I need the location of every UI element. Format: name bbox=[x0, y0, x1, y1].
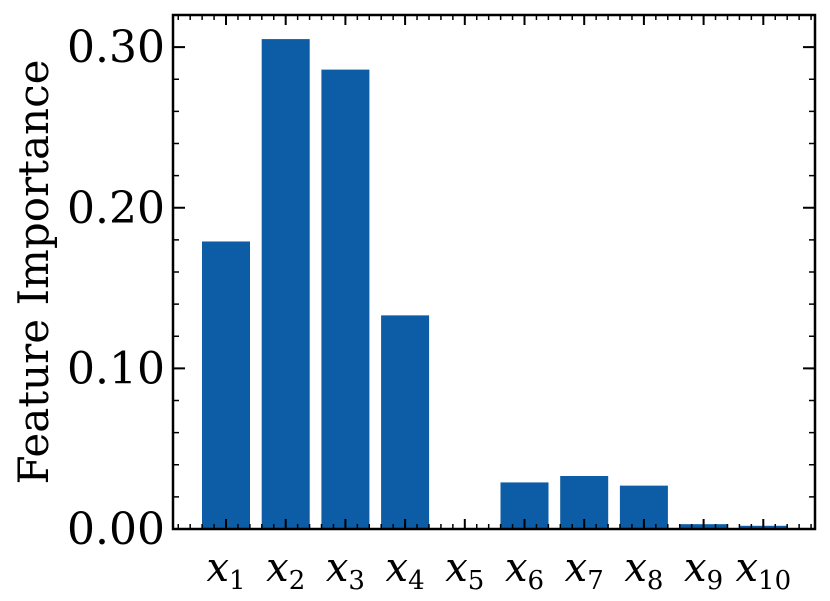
x-tick-label-subscript: 3 bbox=[348, 566, 365, 596]
y-axis-label: Feature Importance bbox=[9, 60, 58, 485]
y-tick-label: 0.30 bbox=[67, 22, 165, 73]
x-tick-label: x5 bbox=[445, 545, 484, 596]
y-ticks: 0.00 0.10 0.20 0.30 bbox=[67, 14, 815, 555]
bar-x2 bbox=[261, 39, 310, 529]
x-tick-label-subscript: 7 bbox=[587, 566, 604, 596]
x-tick-label: x8 bbox=[624, 545, 663, 596]
x-tick-label: x2 bbox=[266, 545, 305, 596]
bar-x1 bbox=[202, 241, 250, 529]
y-tick-label: 0.10 bbox=[67, 343, 165, 394]
x-ticks: x1 x2 x3 x4 x5 x6 x7 x8 x9 x10 bbox=[177, 15, 812, 596]
y-tick-label: 0.20 bbox=[67, 183, 165, 234]
x-tick-label: x10 bbox=[735, 545, 791, 596]
x-tick-label-base: x bbox=[266, 545, 289, 591]
x-tick-label: x7 bbox=[565, 545, 604, 596]
x-tick-label-base: x bbox=[326, 545, 349, 591]
bars bbox=[202, 39, 788, 530]
x-tick-label: x6 bbox=[505, 545, 544, 596]
x-tick-label-base: x bbox=[684, 545, 707, 591]
x-tick-label: x3 bbox=[326, 545, 365, 596]
x-tick-label-subscript: 5 bbox=[468, 566, 485, 596]
x-tick-label-subscript: 10 bbox=[758, 566, 791, 596]
x-tick-label-subscript: 4 bbox=[408, 566, 425, 596]
x-tick-label-base: x bbox=[206, 545, 229, 591]
x-tick-label-subscript: 1 bbox=[229, 566, 246, 596]
y-tick-label: 0.00 bbox=[67, 504, 165, 555]
x-tick-label-base: x bbox=[624, 545, 647, 591]
x-tick-label-subscript: 2 bbox=[289, 566, 306, 596]
x-tick-label-base: x bbox=[445, 545, 468, 591]
x-tick-label: x9 bbox=[684, 545, 723, 596]
x-tick-label: x4 bbox=[386, 545, 425, 596]
x-tick-label-subscript: 9 bbox=[707, 566, 724, 596]
bar-x3 bbox=[321, 69, 370, 530]
bar-x4 bbox=[381, 315, 430, 529]
x-tick-label-base: x bbox=[386, 545, 409, 591]
x-tick-label-subscript: 6 bbox=[528, 566, 545, 596]
x-tick-label-base: x bbox=[735, 545, 758, 591]
x-tick-label-subscript: 8 bbox=[647, 566, 664, 596]
x-tick-label-base: x bbox=[565, 545, 588, 591]
x-tick-label-base: x bbox=[505, 545, 528, 591]
x-tick-label: x1 bbox=[206, 545, 245, 596]
